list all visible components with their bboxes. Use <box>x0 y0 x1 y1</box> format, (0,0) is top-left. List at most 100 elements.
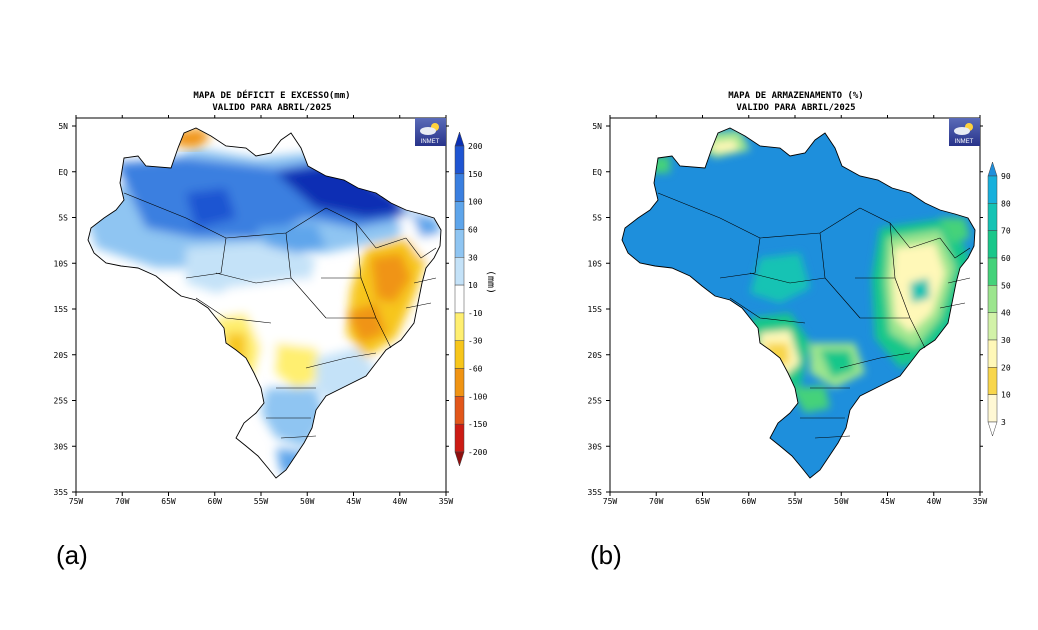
y-tick-label: 5N <box>592 122 602 131</box>
cloud-icon <box>420 127 436 135</box>
panel-b-brazil-outline <box>621 127 976 479</box>
x-tick-label: 35W <box>973 497 988 506</box>
colorbar-label: 90 <box>1001 172 1011 181</box>
colorbar-label: 80 <box>1001 199 1011 208</box>
colorbar-segment <box>987 339 998 368</box>
y-tick-label: EQ <box>58 168 68 177</box>
x-tick-label: 45W <box>346 497 361 506</box>
colorbar-segment <box>987 230 998 259</box>
colorbar-label: 100 <box>468 198 483 207</box>
cloud-icon <box>954 127 970 135</box>
x-tick-label: 35W <box>439 497 454 506</box>
y-tick-label: 15S <box>588 305 603 314</box>
colorbar-label: -10 <box>468 309 483 318</box>
colorbar-label: 200 <box>468 142 483 151</box>
colorbar-segment <box>454 201 465 230</box>
x-tick-label: 70W <box>115 497 130 506</box>
colorbar-segment <box>987 367 998 395</box>
y-tick-label: 5S <box>58 214 68 223</box>
colorbar-segment <box>454 312 465 341</box>
x-tick-label: 65W <box>695 497 710 506</box>
x-tick-label: 50W <box>834 497 849 506</box>
y-tick-label: 30S <box>588 442 603 451</box>
colorbar-label: 50 <box>1001 281 1011 290</box>
y-tick-label: 35S <box>588 488 603 497</box>
y-tick-label: 15S <box>54 305 69 314</box>
y-tick-label: 10S <box>54 259 69 268</box>
colorbar-label: 20 <box>1001 363 1011 372</box>
colorbar-segment <box>454 340 465 369</box>
colorbar-label: -150 <box>468 420 487 429</box>
colorbar-label: -30 <box>468 337 483 346</box>
colorbar-label: 30 <box>1001 336 1011 345</box>
panel-a-logo-text: INMET <box>421 139 440 145</box>
colorbar-segment <box>987 203 998 231</box>
y-tick-label: 5S <box>592 214 602 223</box>
colorbar-label: 150 <box>468 170 483 179</box>
y-tick-label: 25S <box>54 397 69 406</box>
panel-b-state-borders <box>657 192 971 439</box>
y-tick-label: 30S <box>54 442 69 451</box>
colorbar-top-arrow <box>987 161 998 177</box>
colorbar-segment <box>454 284 465 314</box>
colorbar-label: 40 <box>1001 309 1011 318</box>
x-tick-label: 55W <box>788 497 803 506</box>
panel-a-state-borders <box>123 192 437 439</box>
x-tick-label: 75W <box>69 497 84 506</box>
colorbar-bottom-arrow <box>987 421 998 437</box>
x-tick-label: 50W <box>300 497 315 506</box>
panel-a-colorbar: 200 150 100 60 30 10 -10 -30 -60 -100 -150 -200 <box>454 131 487 467</box>
colorbar-segment <box>454 396 465 425</box>
colorbar-segment <box>454 229 465 258</box>
y-tick-label: 5N <box>58 122 68 131</box>
y-tick-label: 35S <box>54 488 69 497</box>
panel-b-inmet-logo: INMET <box>949 118 980 146</box>
colorbar-label: -200 <box>468 448 487 457</box>
panel-b-title-line1: MAPA DE ARMAZENAMENTO (%) <box>728 91 863 101</box>
panel-a-brazil-outline <box>87 127 442 479</box>
x-tick-label: 65W <box>161 497 176 506</box>
x-tick-label: 60W <box>208 497 223 506</box>
colorbar-segment <box>454 257 465 286</box>
y-tick-label: 20S <box>588 351 603 360</box>
panel-a-title-line2: VALIDO PARA ABRIL/2025 <box>212 103 331 113</box>
x-tick-label: 60W <box>742 497 757 506</box>
colorbar-label: 60 <box>468 225 478 234</box>
colorbar-label: 70 <box>1001 227 1011 236</box>
panel-a-deficit-excess-map: MAPA DE DÉFICIT E EXCESSO(mm) VALIDO PAR… <box>54 89 496 506</box>
colorbar-label: 10 <box>1001 391 1011 400</box>
x-tick-label: 75W <box>603 497 618 506</box>
colorbar-segment <box>454 145 465 175</box>
panel-a-inmet-logo: INMET <box>415 118 446 146</box>
colorbar-label: 10 <box>468 281 478 290</box>
colorbar-label: 3 <box>1001 418 1006 427</box>
panel-b-colorbar: 90 80 70 60 50 40 30 20 10 3 <box>987 161 1011 437</box>
x-tick-label: 70W <box>649 497 664 506</box>
colorbar-label: -100 <box>468 392 487 401</box>
colorbar-segment <box>987 257 998 286</box>
x-tick-label: 55W <box>254 497 269 506</box>
colorbar-segment <box>987 175 998 204</box>
y-tick-label: EQ <box>592 168 602 177</box>
panel-b-title-line2: VALIDO PARA ABRIL/2025 <box>736 103 855 113</box>
panel-a-label: (a) <box>56 540 88 570</box>
colorbar-segment <box>454 423 465 453</box>
colorbar-label: 30 <box>468 253 478 262</box>
colorbar-segment <box>987 394 998 423</box>
y-tick-label: 25S <box>588 397 603 406</box>
colorbar-top-arrow <box>454 131 465 147</box>
colorbar-segment <box>987 285 998 313</box>
colorbar-segment <box>987 312 998 341</box>
panel-b-axes: 75W 70W 65W 60W 55W 50W 45W 40W 35W 5N EQ 5S 10S 15S 2… <box>588 115 988 506</box>
colorbar-label: 60 <box>1001 254 1011 263</box>
colorbar-label: -60 <box>468 365 483 374</box>
y-tick-label: 10S <box>588 259 603 268</box>
colorbar-segment <box>454 173 465 202</box>
panel-a-title-line1: MAPA DE DÉFICIT E EXCESSO(mm) <box>193 89 350 101</box>
y-tick-label: 20S <box>54 351 69 360</box>
x-tick-label: 40W <box>393 497 408 506</box>
x-tick-label: 45W <box>880 497 895 506</box>
colorbar-bottom-arrow <box>454 451 465 467</box>
x-tick-label: 40W <box>927 497 942 506</box>
